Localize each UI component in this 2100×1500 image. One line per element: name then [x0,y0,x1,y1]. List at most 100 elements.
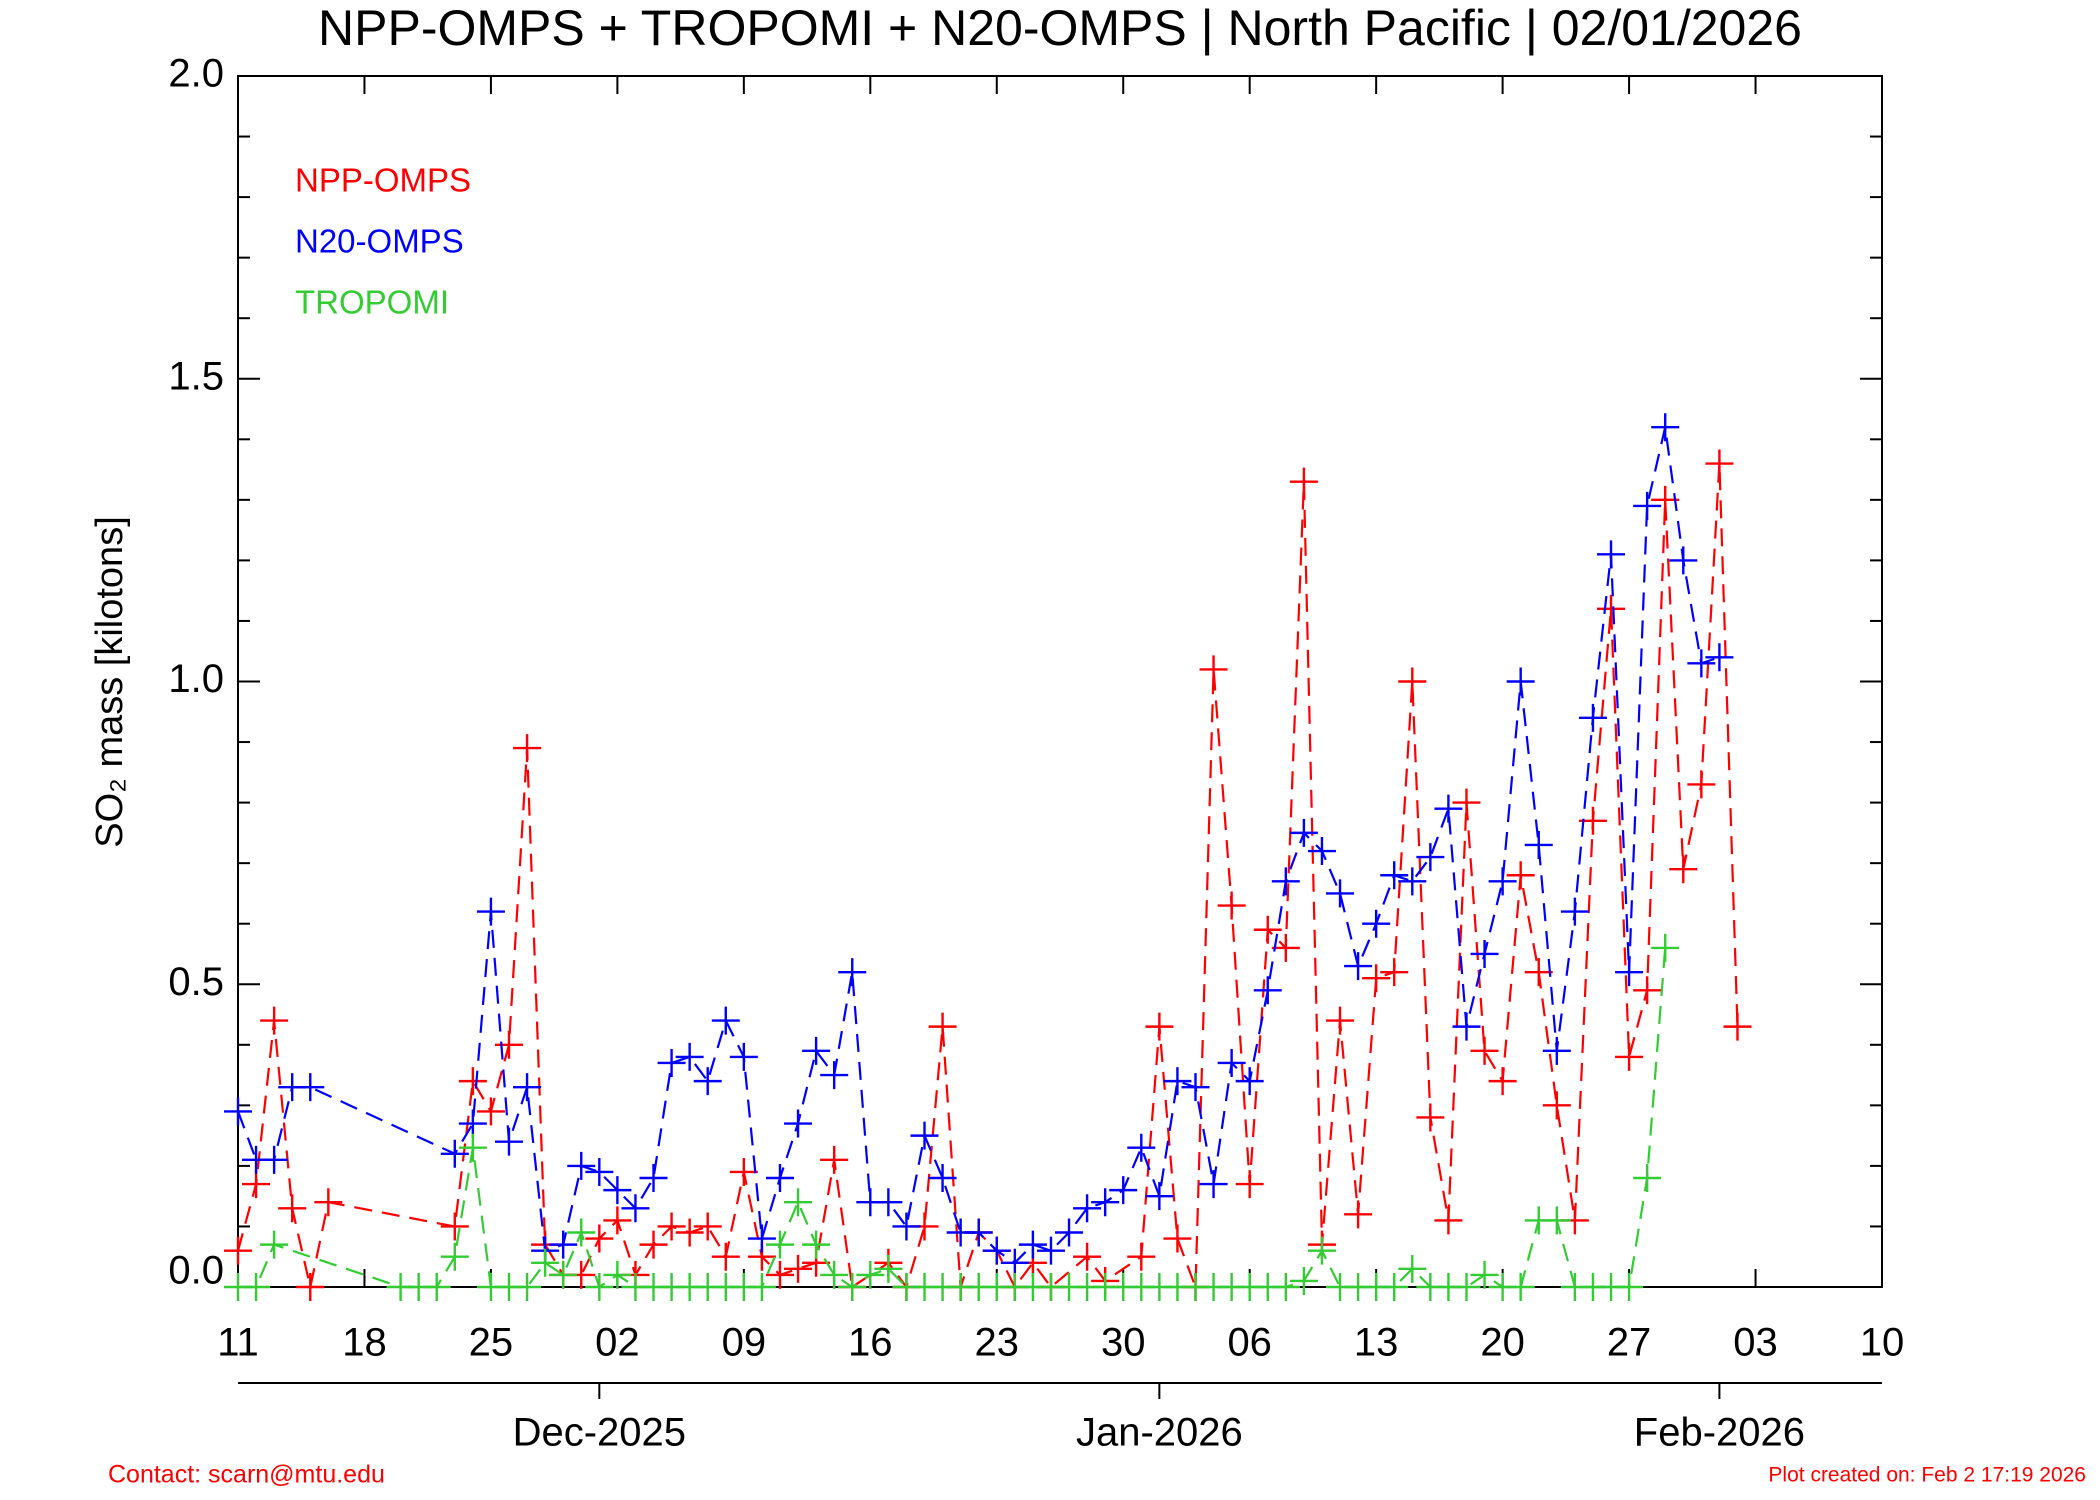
data-point [585,1273,614,1301]
data-point [422,1273,451,1301]
data-point [603,1176,632,1205]
data-point [549,1230,578,1259]
data-point [784,1109,813,1138]
x-tick-label: 10 [1860,1321,1905,1365]
data-point [982,1236,1011,1265]
data-point [1669,546,1698,575]
data-point [1380,861,1409,890]
data-point [1687,649,1716,678]
data-point [224,1236,252,1265]
data-point [1633,1164,1662,1193]
data-point [1723,1012,1752,1041]
x-tick-label: 06 [1227,1321,1272,1365]
data-point [440,1212,469,1241]
data-point [1271,867,1300,896]
data-point [765,1230,794,1259]
data-point [1344,1200,1373,1229]
data-point [260,1230,289,1259]
data-point [693,1212,722,1241]
data-point [1362,964,1391,993]
data-point [874,1254,903,1283]
data-point [1488,1067,1517,1096]
data-point [1235,1067,1264,1096]
data-point [242,1170,271,1199]
y-tick-label: 1.5 [168,354,224,398]
data-point [1289,467,1318,496]
data-point [1145,1182,1174,1211]
data-point [1705,449,1734,478]
data-point [1253,915,1282,944]
data-point [1597,594,1626,623]
data-point [1271,933,1300,962]
data-point [1470,1260,1499,1289]
data-point [1524,830,1553,859]
x-tick-label: 03 [1733,1321,1778,1365]
data-point [1669,855,1698,884]
data-point [1416,1103,1445,1132]
data-point [1398,1254,1427,1283]
data-point [1687,770,1716,799]
data-point [820,1061,849,1090]
data-point [585,1224,614,1253]
data-point [476,897,505,926]
data-point [1271,1273,1300,1301]
data-point [440,1139,469,1168]
x-tick-label: 02 [595,1321,640,1365]
data-point [928,1012,957,1041]
data-point [1615,1273,1644,1301]
data-point [476,1097,505,1126]
data-point [874,1188,903,1217]
chart-title: NPP-OMPS + TROPOMI + N20-OMPS | North Pa… [318,0,1802,56]
data-point [1344,952,1373,981]
data-point [1217,891,1246,920]
data-point [1416,843,1445,872]
data-point [1615,1042,1644,1071]
data-point [711,1242,740,1271]
y-tick-label: 1.0 [168,657,224,701]
data-point [1217,1048,1246,1077]
data-point [1542,1206,1571,1235]
month-label: Jan-2026 [1076,1411,1243,1455]
data-point [747,1273,776,1301]
data-point [1651,413,1680,442]
data-point [224,1097,252,1126]
data-point [494,1030,523,1059]
data-point [1199,655,1228,684]
data-point [513,734,542,763]
data-point [440,1242,469,1271]
data-point [1362,909,1391,938]
data-point [838,958,867,987]
data-point [1235,1170,1264,1199]
data-point [296,1073,325,1102]
data-point [1633,976,1662,1005]
x-tick-label: 25 [469,1321,514,1365]
data-point [784,1188,813,1217]
data-point [549,1260,578,1289]
data-point [657,1212,686,1241]
x-tick-label: 30 [1101,1321,1146,1365]
data-point [1488,867,1517,896]
data-point [838,1273,867,1301]
data-point [1055,1218,1084,1247]
data-point [765,1260,794,1289]
contact: Contact: scarn@mtu.edu [108,1461,385,1489]
data-point [765,1164,794,1193]
data-point [1073,1242,1102,1271]
data-point [784,1254,813,1283]
data-point [856,1260,885,1289]
data-point [1000,1248,1029,1277]
data-point [1398,867,1427,896]
data-point [928,1164,957,1193]
data-point [711,1006,740,1035]
data-point [603,1206,632,1235]
data-point [458,1133,487,1162]
y-tick-label: 0.5 [168,960,224,1004]
data-point [1434,1206,1463,1235]
data-point [1398,667,1427,696]
data-point [1597,540,1626,569]
data-point [585,1157,614,1186]
x-tick-label: 13 [1354,1321,1399,1365]
data-point [1307,1236,1336,1265]
data-point [458,1109,487,1138]
